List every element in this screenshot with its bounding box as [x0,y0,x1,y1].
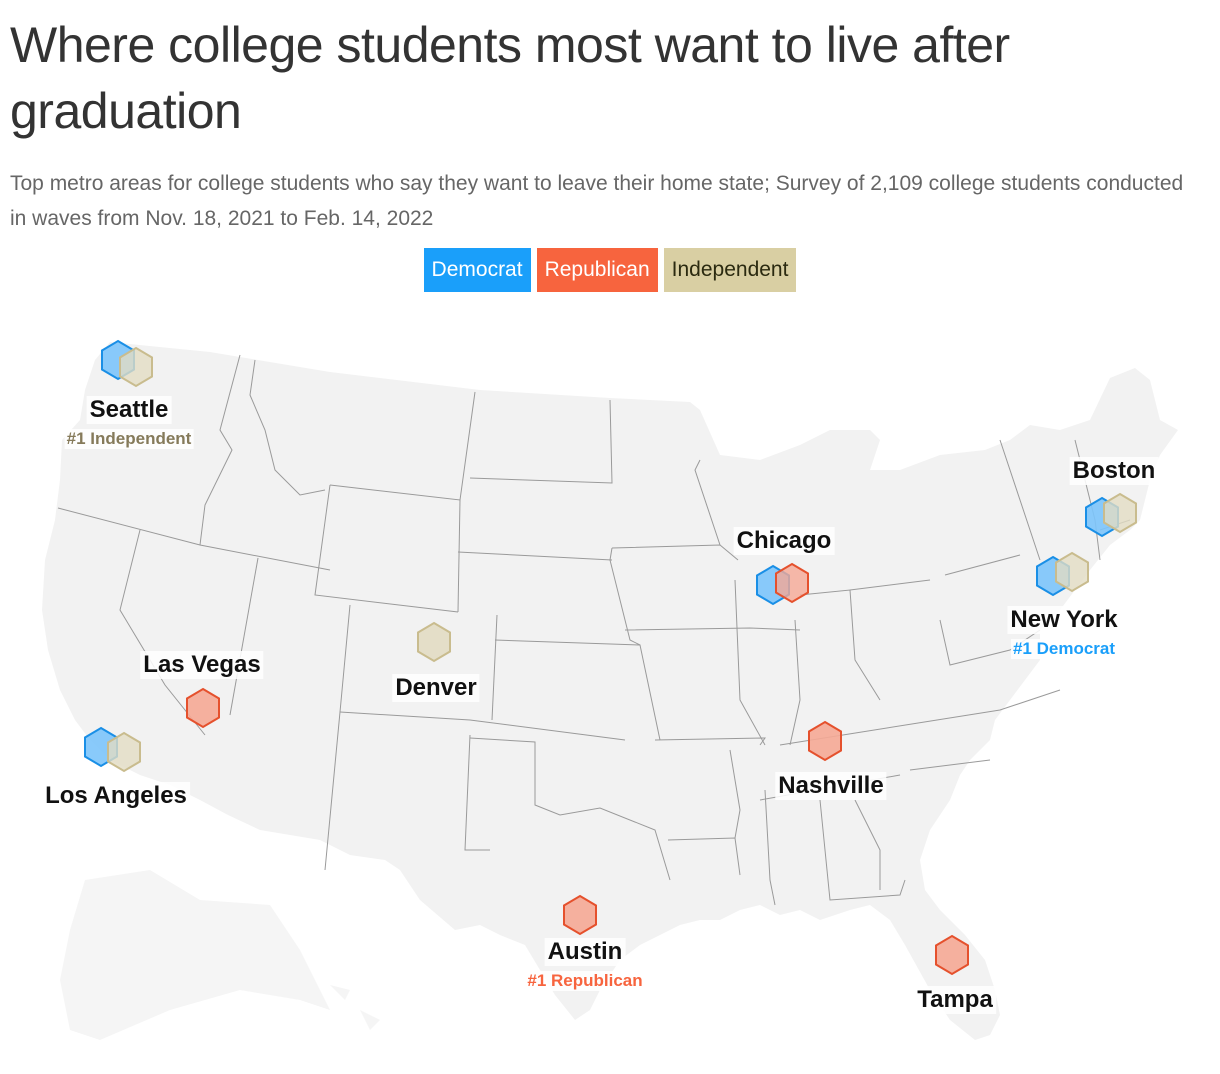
rank-note-new-york: #1 Democrat [1010,639,1118,659]
us-map-svg [42,339,1178,1040]
legend-independent[interactable]: Independent [663,248,797,292]
legend-democrat[interactable]: Democrat [423,248,531,292]
marker-las-vegas[interactable] [186,687,220,729]
marker-chicago[interactable] [756,562,809,606]
chart-subtitle: Top metro areas for college students who… [10,172,1184,230]
chart-title: Where college students most want to live… [10,17,1010,139]
city-label-los-angeles: Los Angeles [42,782,190,810]
city-label-denver: Denver [392,674,480,702]
us-map: Seattle #1 Independent Boston Chicago Ne… [0,300,1220,1074]
marker-los-angeles[interactable] [84,726,141,773]
city-label-boston: Boston [1069,457,1159,485]
marker-tampa[interactable] [935,934,969,976]
rank-note-seattle: #1 Independent [64,429,194,449]
city-label-las-vegas: Las Vegas [140,651,264,679]
city-label-austin: Austin [544,938,626,966]
legend-republican[interactable]: Republican [536,248,658,292]
city-label-new-york: New York [1007,606,1121,634]
marker-seattle[interactable] [101,339,153,388]
marker-austin[interactable] [563,894,597,936]
marker-denver[interactable] [417,621,451,663]
alaska-landmass [60,870,330,1040]
marker-new-york[interactable] [1036,551,1089,597]
city-label-tampa: Tampa [914,986,996,1014]
hawaii-landmass [330,985,380,1030]
marker-nashville[interactable] [808,720,842,762]
city-label-chicago: Chicago [733,527,835,555]
state-borders [57,354,1131,906]
marker-boston[interactable] [1085,492,1137,538]
city-label-seattle: Seattle [86,396,172,424]
rank-note-austin: #1 Republican [525,971,645,991]
legend: Democrat Republican Independent [0,248,1220,292]
city-label-nashville: Nashville [775,772,887,800]
